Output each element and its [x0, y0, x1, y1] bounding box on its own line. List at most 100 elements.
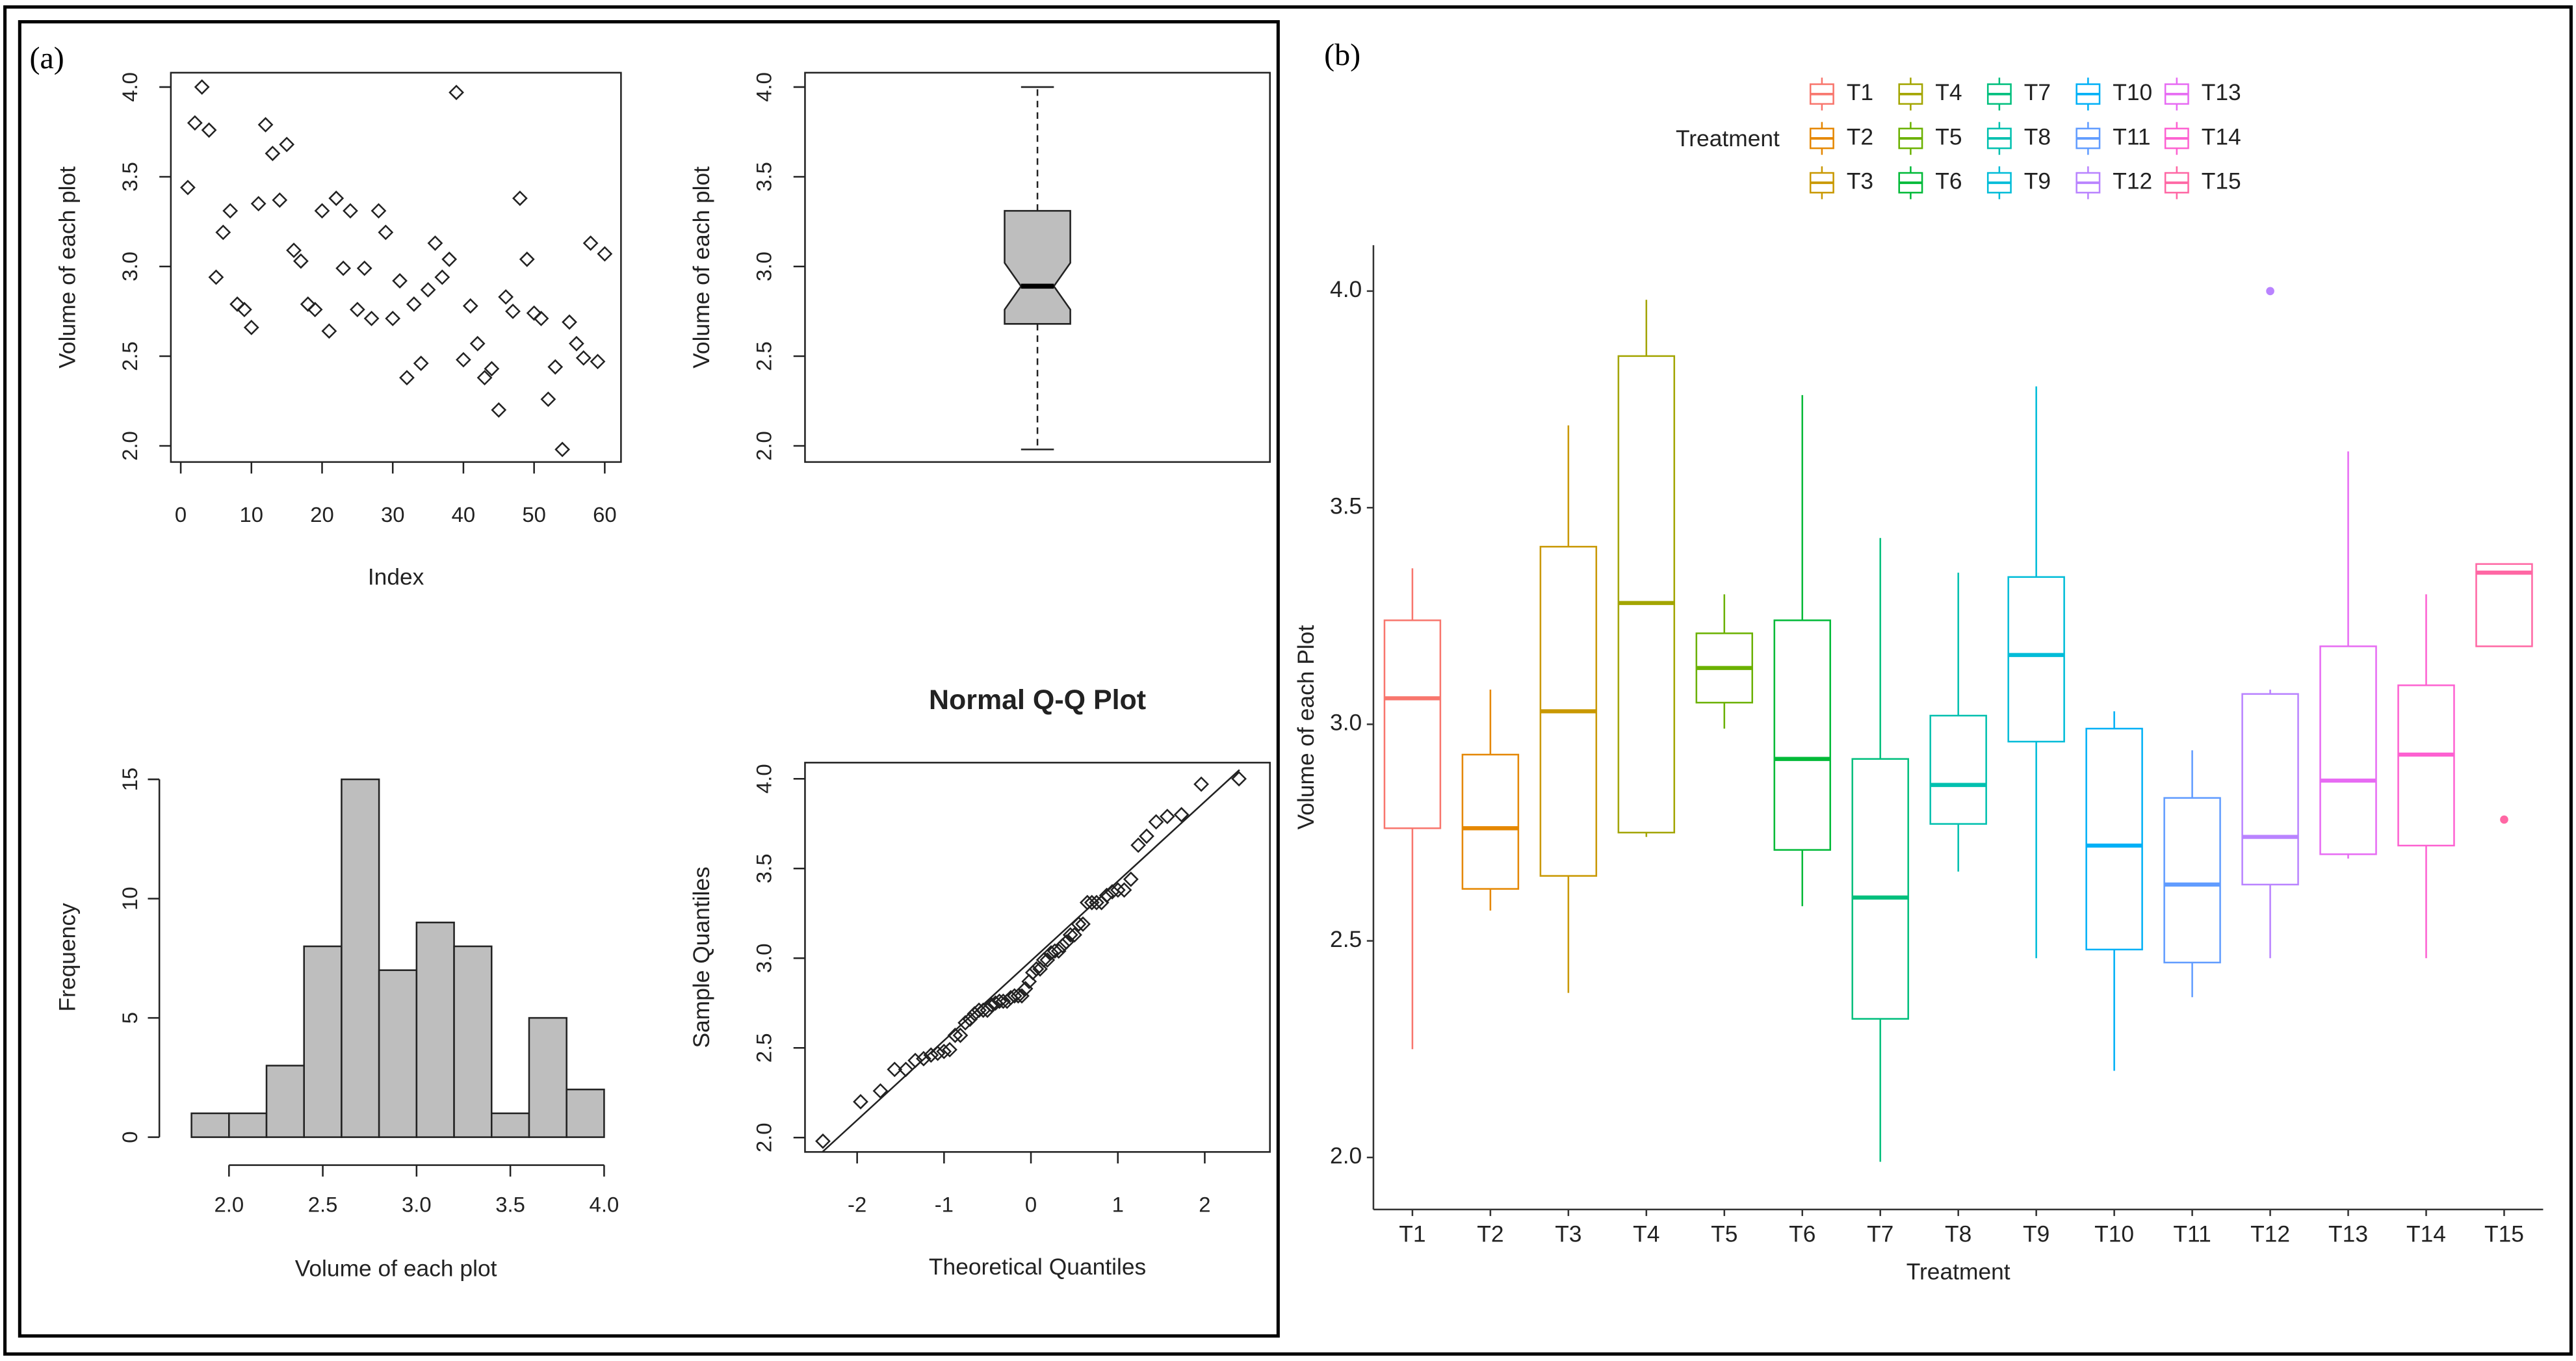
y-tick-label: 3.5 [118, 162, 142, 192]
x-tick-label: 60 [593, 502, 617, 526]
point [449, 84, 464, 101]
y-tick-label: 2.0 [751, 1122, 775, 1152]
box [1773, 619, 1831, 851]
y-tick-label: 3.5 [751, 162, 775, 192]
point [392, 273, 408, 289]
point [590, 354, 606, 370]
point [995, 993, 1011, 1009]
point [187, 115, 203, 131]
point [279, 136, 295, 153]
x-tick-label: T7 [1867, 1222, 1893, 1247]
bar [341, 778, 380, 1138]
y-tick-label: 4.0 [1330, 277, 1362, 302]
point [328, 190, 345, 206]
x-tick-label: -2 [848, 1192, 866, 1216]
legend-label: T8 [2024, 124, 2051, 149]
plot-box [804, 71, 1271, 463]
box [1461, 753, 1520, 890]
y-tick-label: 3.5 [751, 853, 775, 883]
y-tick-label: 3.0 [1330, 710, 1362, 736]
point [215, 224, 231, 240]
point [385, 311, 401, 326]
bar [528, 1017, 567, 1138]
bar [491, 1112, 530, 1138]
point [547, 359, 564, 375]
point [1173, 807, 1190, 823]
point [1130, 837, 1147, 853]
point [286, 242, 302, 259]
point [300, 296, 316, 312]
box [2475, 563, 2533, 647]
point [575, 350, 592, 366]
bar [228, 1112, 268, 1138]
point [872, 1083, 889, 1099]
y-axis-label: Volume of each plot [55, 166, 80, 369]
x-tick-label: T3 [1555, 1222, 1581, 1247]
y-axis-label: Volume of each plot [689, 166, 714, 369]
point [1139, 828, 1154, 844]
box [1004, 210, 1071, 325]
point [343, 203, 358, 219]
plot-box [804, 762, 1271, 1153]
legend-label: T3 [1847, 169, 1873, 194]
y-axis-label: Frequency [55, 903, 80, 1011]
x-axis-label: Index [368, 565, 424, 590]
x-tick-label: 3.0 [402, 1192, 432, 1216]
legend-title: Treatment [1676, 126, 1780, 151]
point [441, 252, 458, 267]
point [406, 296, 422, 312]
legend-label: T1 [1847, 80, 1873, 105]
point [1035, 952, 1052, 968]
point [229, 296, 245, 312]
y-tick-label: 3.5 [1330, 493, 1362, 519]
point [243, 319, 259, 335]
point [469, 335, 486, 352]
panel-a-frame [18, 19, 1280, 1338]
point [293, 253, 309, 269]
y-tick-label: 2.0 [751, 431, 775, 461]
bar [415, 922, 455, 1138]
y-tick-label: 2.5 [751, 1033, 775, 1063]
legend-label: T14 [2202, 124, 2241, 149]
plot-box [170, 71, 622, 463]
point [887, 1061, 903, 1078]
point [916, 1050, 931, 1067]
x-tick-label: 40 [452, 502, 476, 526]
bar [378, 969, 418, 1138]
reference-line [822, 769, 1240, 1153]
point [1159, 809, 1175, 825]
point [476, 370, 493, 386]
y-tick-label: 3.0 [751, 943, 775, 973]
bar [265, 1065, 305, 1138]
point [484, 361, 500, 377]
x-tick-label: 0 [175, 502, 187, 526]
point [1148, 814, 1164, 830]
point [1075, 916, 1091, 932]
point [462, 298, 478, 314]
box [2397, 684, 2455, 847]
x-tick-label: T2 [1477, 1222, 1503, 1247]
point [180, 179, 196, 196]
point [194, 79, 210, 95]
y-tick-label: 2.5 [1330, 927, 1362, 952]
box [1851, 758, 1909, 1020]
point [942, 1042, 957, 1057]
point [568, 335, 584, 352]
y-tick-label: 4.0 [118, 72, 142, 102]
y-tick-label: 4.0 [751, 72, 775, 102]
x-tick-label: T12 [2250, 1222, 2290, 1247]
y-tick-label: 2.5 [751, 341, 775, 371]
x-tick-label: 2.5 [308, 1192, 338, 1216]
legend-label: T9 [2024, 169, 2051, 194]
x-tick-label: T10 [2094, 1222, 2134, 1247]
y-tick-label: 2.0 [118, 431, 142, 461]
x-tick-label: 1 [1112, 1192, 1124, 1216]
point [1116, 882, 1132, 898]
point [923, 1047, 939, 1063]
y-tick-label: 2.0 [1330, 1143, 1362, 1169]
panel-label: (b) [1324, 38, 1360, 72]
point [1043, 945, 1059, 961]
y-axis-label: Sample Quantiles [689, 866, 714, 1048]
point [272, 192, 288, 208]
point [1067, 927, 1082, 943]
